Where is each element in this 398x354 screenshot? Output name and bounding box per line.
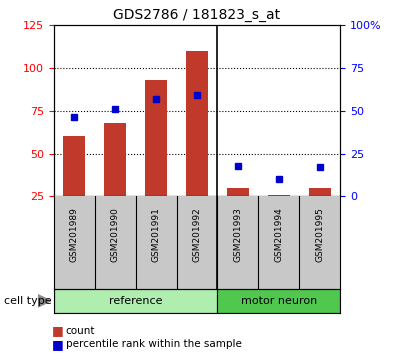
Text: GSM201991: GSM201991 (152, 207, 160, 262)
Polygon shape (38, 295, 51, 307)
Bar (186, 51, 208, 196)
Text: GSM201994: GSM201994 (274, 207, 283, 262)
Text: reference: reference (109, 296, 162, 306)
Bar (227, 188, 249, 196)
Text: GSM201990: GSM201990 (111, 207, 120, 262)
Text: cell type: cell type (4, 296, 52, 306)
Text: ■: ■ (52, 338, 64, 350)
Bar (308, 188, 331, 196)
Bar (145, 80, 167, 196)
Bar (267, 195, 290, 196)
Text: count: count (66, 326, 95, 336)
Bar (54, 289, 217, 313)
Bar (217, 289, 340, 313)
Text: GSM201995: GSM201995 (315, 207, 324, 262)
Bar (63, 136, 86, 196)
Text: GSM201989: GSM201989 (70, 207, 79, 262)
Bar (104, 122, 127, 196)
Text: ■: ■ (52, 325, 64, 337)
Text: percentile rank within the sample: percentile rank within the sample (66, 339, 242, 349)
Text: motor neuron: motor neuron (241, 296, 317, 306)
Text: GSM201992: GSM201992 (193, 207, 201, 262)
Title: GDS2786 / 181823_s_at: GDS2786 / 181823_s_at (113, 8, 281, 22)
Text: GSM201993: GSM201993 (234, 207, 242, 262)
